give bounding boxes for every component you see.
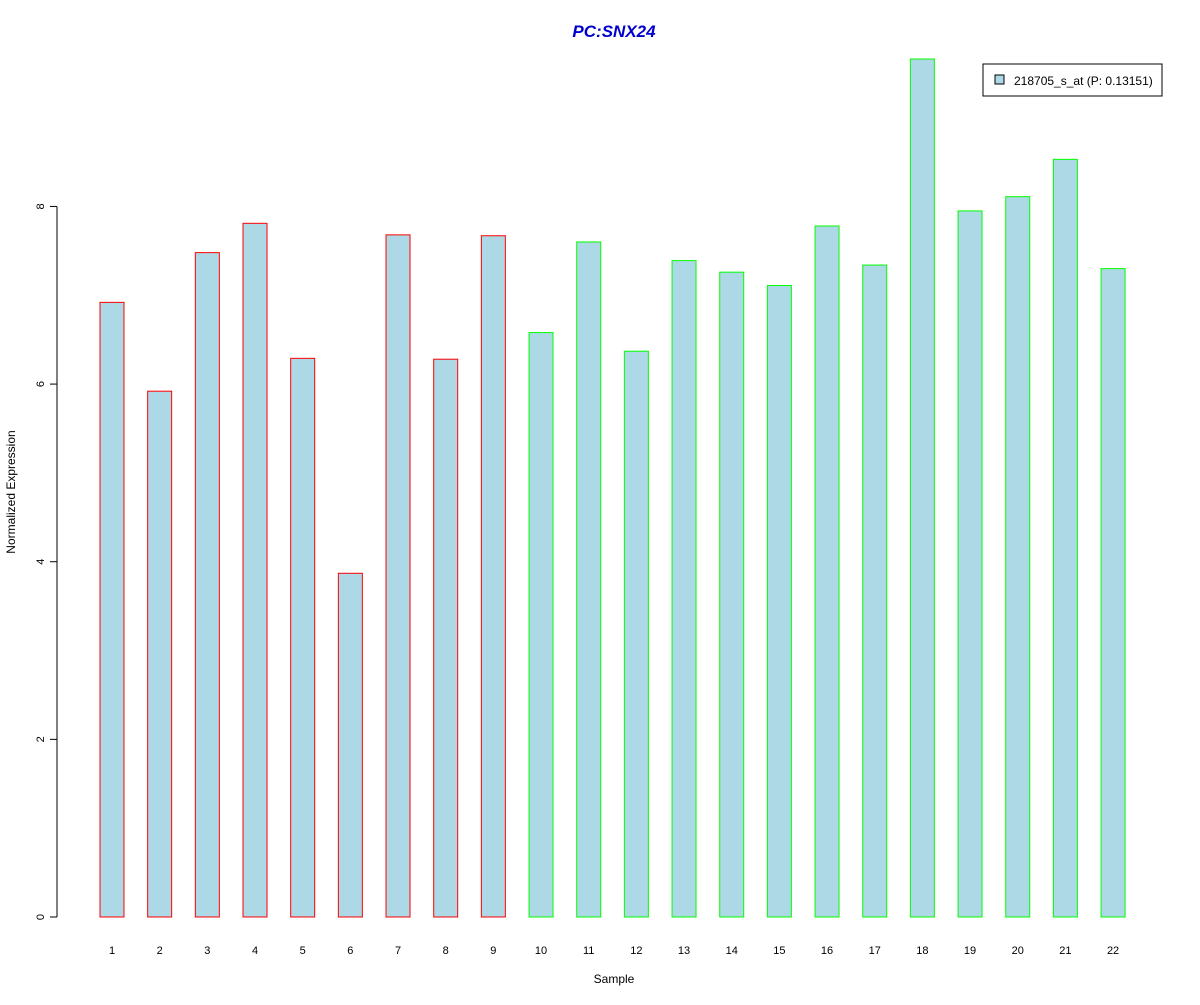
bar-sample-7	[385, 234, 411, 918]
y-tick-label: 4	[35, 559, 47, 565]
y-tick-label: 0	[35, 914, 47, 920]
x-tick-label: 18	[916, 945, 928, 957]
y-axis-label: Normalized Expression	[4, 430, 18, 553]
x-tick-label: 20	[1012, 945, 1024, 957]
bar-sample-1	[99, 301, 125, 918]
x-tick-labels: 1 2 3 4 5 6 7 8 9 10 11 12 13 14 15 16 17 18 19 20 21 22	[109, 945, 1119, 957]
x-tick-label: 5	[300, 945, 306, 957]
bar-sample-8	[433, 358, 459, 918]
x-tick-label: 4	[252, 945, 258, 957]
y-axis: 0 2 4 6 8	[35, 203, 58, 920]
bar-sample-20	[1005, 196, 1031, 918]
bar-sample-21	[1052, 158, 1078, 918]
bar-sample-17	[862, 264, 888, 918]
y-tick-label: 6	[35, 381, 47, 387]
bar-sample-14	[719, 271, 745, 918]
y-tick-label: 8	[35, 203, 47, 209]
x-tick-label: 7	[395, 945, 401, 957]
bar-sample-2	[147, 390, 173, 918]
x-axis-label: Sample	[594, 972, 635, 986]
bar-sample-11	[576, 241, 602, 918]
legend-box	[982, 63, 1163, 97]
x-tick-label: 3	[204, 945, 210, 957]
bar-sample-4	[242, 222, 268, 918]
x-tick-label: 9	[490, 945, 496, 957]
x-tick-label: 8	[443, 945, 449, 957]
bar-sample-19	[957, 210, 983, 918]
bar-sample-18	[909, 58, 935, 918]
bar-sample-22	[1100, 268, 1126, 918]
bar-sample-3	[194, 252, 220, 918]
bar-sample-10	[528, 332, 554, 918]
x-tick-label: 6	[347, 945, 353, 957]
legend-label: 218705_s_at (P: 0.13151)	[1014, 74, 1153, 88]
bar-sample-12	[623, 350, 649, 918]
legend-swatch	[994, 74, 1005, 85]
bar-sample-5	[290, 357, 316, 918]
x-tick-label: 16	[821, 945, 833, 957]
x-tick-label: 14	[726, 945, 738, 957]
x-tick-label: 15	[773, 945, 785, 957]
x-tick-label: 10	[535, 945, 547, 957]
bar-sample-13	[671, 260, 697, 918]
bar-sample-15	[766, 284, 792, 918]
chart-title: PC:SNX24	[572, 22, 656, 41]
x-tick-label: 17	[869, 945, 881, 957]
x-tick-label: 1	[109, 945, 115, 957]
y-tick-label: 2	[35, 736, 47, 742]
x-tick-label: 12	[630, 945, 642, 957]
bar-sample-6	[337, 572, 363, 918]
x-tick-label: 22	[1107, 945, 1119, 957]
bars	[99, 58, 1126, 918]
bar-sample-9	[480, 235, 506, 918]
x-tick-label: 11	[583, 945, 594, 957]
x-tick-label: 2	[157, 945, 163, 957]
legend: 218705_s_at (P: 0.13151)	[982, 63, 1163, 97]
x-tick-label: 21	[1059, 945, 1071, 957]
bar-sample-16	[814, 225, 840, 918]
x-tick-label: 19	[964, 945, 976, 957]
x-tick-label: 13	[678, 945, 690, 957]
